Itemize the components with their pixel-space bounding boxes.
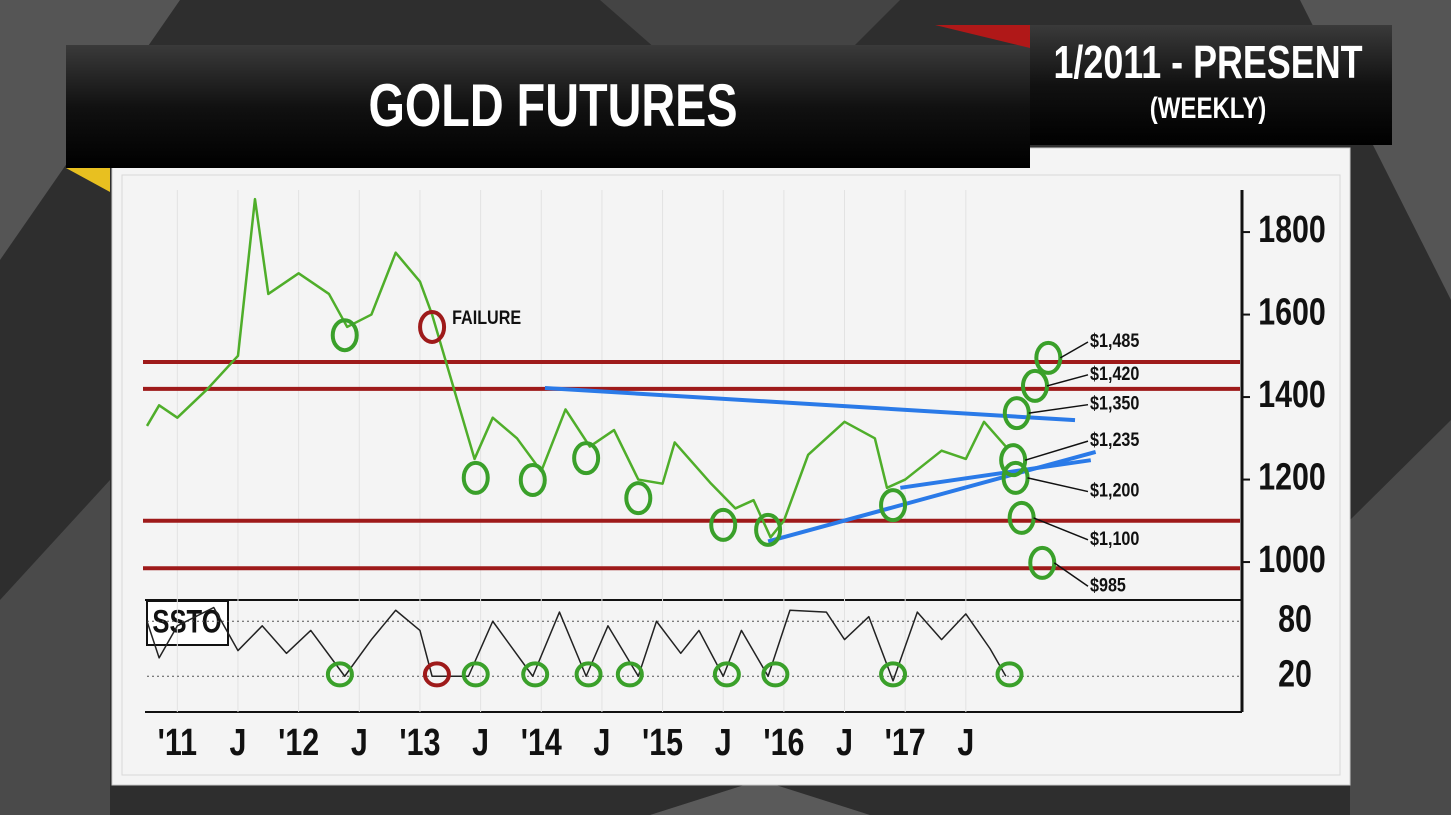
- circle-marker: [754, 512, 783, 547]
- title: GOLD FUTURES: [368, 72, 737, 139]
- y-tick-label: 1000: [1258, 539, 1326, 581]
- title-bar: [66, 45, 1030, 168]
- circle-marker: [995, 661, 1024, 688]
- level-label: $1,420: [1090, 363, 1140, 385]
- level-label: $1,200: [1090, 479, 1140, 501]
- trendline: [544, 385, 1076, 423]
- circle-marker: [461, 460, 490, 495]
- circle-marker: [879, 661, 908, 688]
- x-tick-label: '17: [885, 722, 926, 764]
- connector: [1027, 477, 1089, 493]
- circle-marker: [574, 661, 603, 688]
- x-tick-label: '14: [521, 722, 562, 764]
- circle-marker: [615, 661, 644, 688]
- circle-marker: [418, 309, 447, 344]
- y-tick-label: 80: [1278, 598, 1312, 640]
- series-line: [146, 606, 1007, 682]
- series-line: [145, 197, 1007, 539]
- x-tick-label: '15: [642, 722, 683, 764]
- circle-marker: [761, 661, 790, 688]
- y-tick-label: 20: [1278, 653, 1312, 695]
- y-tick-label: 1400: [1258, 374, 1326, 416]
- x-tick-label: '12: [278, 722, 319, 764]
- range-box: [1030, 25, 1392, 145]
- range: 1/2011 - PRESENT: [1053, 37, 1362, 88]
- x-tick-label: J: [593, 722, 610, 764]
- x-tick-label: '16: [763, 722, 804, 764]
- x-tick-label: '11: [158, 722, 197, 764]
- level-label: $1,485: [1090, 330, 1140, 352]
- connector: [1033, 517, 1089, 541]
- frame: [145, 190, 1244, 713]
- circle-marker: [572, 441, 601, 476]
- accent: [935, 25, 1030, 48]
- level-label: $1,350: [1090, 392, 1140, 414]
- circle-marker: [521, 661, 550, 688]
- circle-marker: [330, 318, 359, 353]
- x-tick-label: J: [715, 722, 732, 764]
- level-label: $1,235: [1090, 429, 1140, 451]
- y-tick-label: 1800: [1258, 209, 1326, 251]
- connector: [1028, 403, 1089, 414]
- y-tick-label: 1600: [1258, 291, 1326, 333]
- circle-marker: [709, 507, 738, 542]
- connector: [1059, 341, 1089, 359]
- connector: [1024, 440, 1089, 461]
- level-label: $1,100: [1090, 528, 1140, 550]
- annotation: FAILURE: [452, 307, 521, 329]
- ssto-title: SSTO: [152, 605, 221, 640]
- connector: [1046, 374, 1089, 387]
- panel-border: [121, 174, 1341, 776]
- circle-marker: [879, 488, 908, 523]
- interval: (WEEKLY): [1150, 90, 1266, 124]
- circle-marker: [999, 443, 1028, 478]
- circle-marker: [422, 661, 451, 688]
- trendline: [900, 458, 1092, 490]
- x-tick-label: '13: [399, 722, 440, 764]
- connector: [1053, 562, 1089, 587]
- circle-marker: [518, 462, 547, 497]
- y-tick-label: 1200: [1258, 456, 1326, 498]
- x-tick-label: J: [836, 722, 853, 764]
- x-tick-label: J: [230, 722, 247, 764]
- x-tick-label: J: [351, 722, 368, 764]
- x-tick-label: J: [472, 722, 489, 764]
- accent: [66, 168, 110, 192]
- circle-marker: [461, 661, 490, 688]
- circle-marker: [325, 661, 354, 688]
- circle-marker: [712, 661, 741, 688]
- x-tick-label: J: [957, 722, 974, 764]
- circle-marker: [624, 481, 653, 516]
- panel: [111, 147, 1351, 786]
- level-label: $985: [1090, 574, 1126, 596]
